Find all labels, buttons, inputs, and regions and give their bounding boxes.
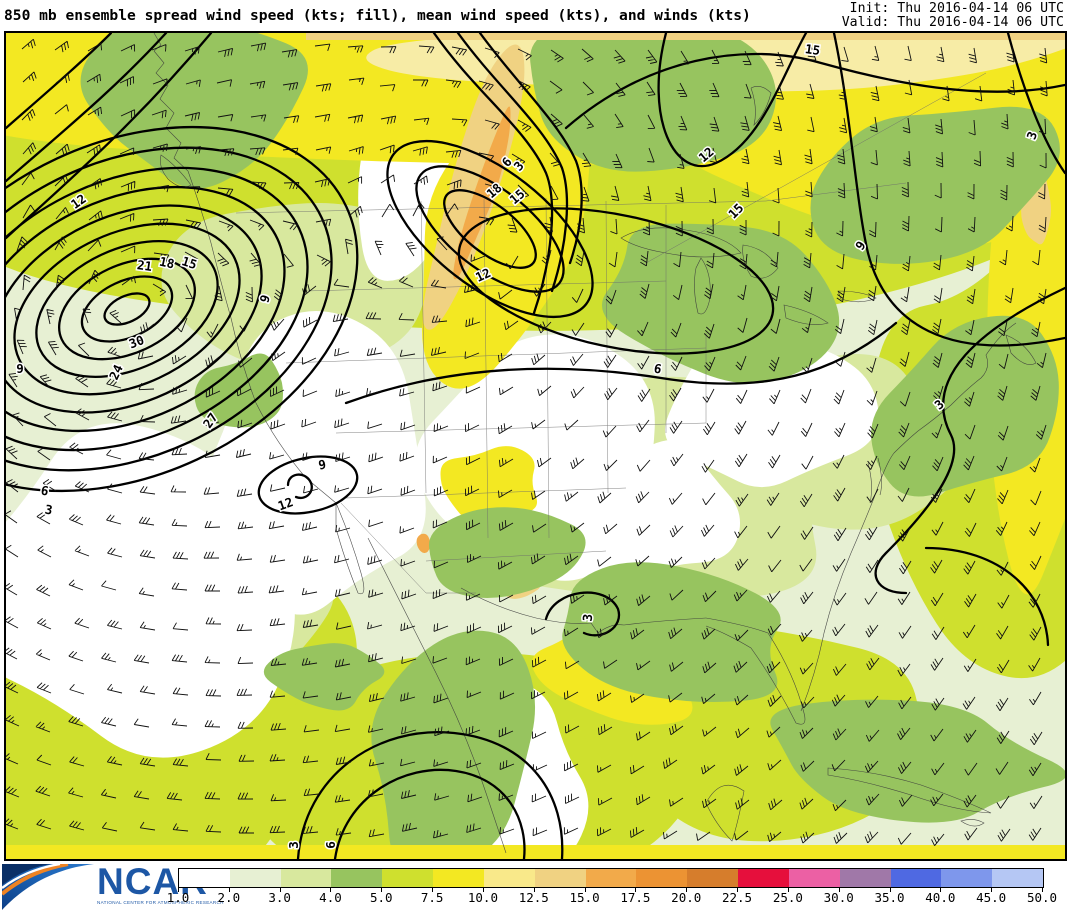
chart-header: 850 mb ensemble spread wind speed (kts; …	[0, 0, 1069, 31]
colorbar-tick-label: 40.0	[925, 890, 956, 905]
contour-label: 15	[804, 41, 821, 58]
colorbar-tick	[178, 888, 179, 892]
colorbar-tick-label: 17.5	[620, 890, 651, 905]
colorbar-swatch	[331, 869, 383, 887]
colorbar-swatch	[433, 869, 484, 887]
colorbar-tick-label: 50.0	[1026, 890, 1058, 905]
weather-map: 30 27 24 21 18 15 12 9 9 6 3 18 15 6 3 12 15 12 15 9 3 3 6 9 12 3…	[4, 31, 1067, 861]
colorbar-tick-label: 1.0	[166, 890, 190, 905]
colorbar-swatch	[992, 869, 1044, 887]
colorbar-swatch	[941, 869, 993, 887]
colorbar-tick-label: 45.0	[976, 890, 1007, 905]
wind-barbs-layer	[6, 38, 1048, 846]
colorbar-tick-label: 22.5	[721, 890, 753, 905]
colorbar-swatch	[738, 869, 789, 887]
contour-label: 6	[323, 841, 338, 849]
colorbar-tick-label: 4.0	[319, 890, 342, 905]
colorbar-tick	[787, 888, 789, 892]
colorbar-tick	[584, 888, 586, 892]
colorbar-tick	[838, 888, 840, 892]
colorbar-tick-label: 12.5	[518, 890, 549, 905]
colorbar-swatch	[839, 869, 891, 887]
colorbar-swatch	[280, 869, 332, 887]
colorbar-swatch	[890, 869, 942, 887]
colorbar-tick	[381, 888, 383, 892]
colorbar-tick-label: 10.0	[467, 890, 498, 905]
colorbar-tick	[533, 888, 535, 892]
colorbar-swatch	[585, 869, 637, 887]
colorbar-tick	[330, 888, 332, 892]
colorbar-tick	[482, 888, 484, 892]
contour-label: 3	[580, 613, 596, 622]
contour-label: 18	[158, 254, 176, 272]
colorbar-tick	[432, 888, 434, 892]
contour-label: 21	[136, 257, 153, 274]
colorbar-swatch	[788, 869, 840, 887]
colorbar-tick	[635, 888, 637, 892]
contour-label: 3	[286, 841, 301, 849]
colorbar-tick-label: 20.0	[671, 890, 702, 905]
colorbar-swatch	[687, 869, 739, 887]
colorbar-swatch	[179, 869, 230, 887]
contour-label: 15	[180, 253, 199, 272]
ncar-swoosh-icon	[2, 864, 94, 910]
colorbar-tick	[991, 888, 993, 892]
init-time-label: Init: Thu 2016-04-14 06 UTC	[849, 1, 1064, 16]
spread-fill-layer	[6, 33, 1065, 859]
colorbar-tick	[940, 888, 942, 892]
colorbar-tick-label: 15.0	[569, 890, 600, 905]
colorbar-swatch	[636, 869, 688, 887]
colorbar-tick	[889, 888, 891, 892]
contour-label: 12	[276, 494, 295, 513]
colorbar-tick	[228, 888, 230, 892]
chart-footer: NCAR NATIONAL CENTER FOR ATMOSPHERIC RES…	[0, 863, 1069, 911]
colorbar-tick	[737, 888, 739, 892]
colorbar-swatch	[483, 869, 535, 887]
colorbar	[178, 868, 1044, 888]
colorbar-tick	[686, 888, 688, 892]
colorbar-tick-label: 7.5	[420, 890, 444, 905]
colorbar-tick	[1042, 888, 1043, 892]
colorbar-tick-label: 5.0	[369, 890, 393, 905]
colorbar-tick-label: 3.0	[268, 890, 291, 905]
colorbar-tick-label: 35.0	[874, 890, 905, 905]
contour-label: 9	[16, 361, 24, 376]
mean-wind-contour-layer	[6, 33, 1065, 859]
colorbar-swatch	[229, 869, 281, 887]
colorbar-tick-label: 2.0	[217, 890, 241, 905]
ncar-subtitle: NATIONAL CENTER FOR ATMOSPHERIC RESEARCH	[97, 900, 224, 905]
colorbar-tick	[279, 888, 281, 892]
valid-time-label: Valid: Thu 2016-04-14 06 UTC	[841, 15, 1064, 30]
chart-title: 850 mb ensemble spread wind speed (kts; …	[4, 7, 751, 24]
contour-label: 30	[127, 332, 146, 351]
colorbar-tick-label: 30.0	[823, 890, 854, 905]
colorbar-swatch	[534, 869, 586, 887]
run-timestamps: Init: Thu 2016-04-14 06 UTC Valid: Thu 2…	[842, 2, 1064, 30]
colorbar-swatch	[382, 869, 434, 887]
colorbar-tick-label: 25.0	[772, 890, 803, 905]
